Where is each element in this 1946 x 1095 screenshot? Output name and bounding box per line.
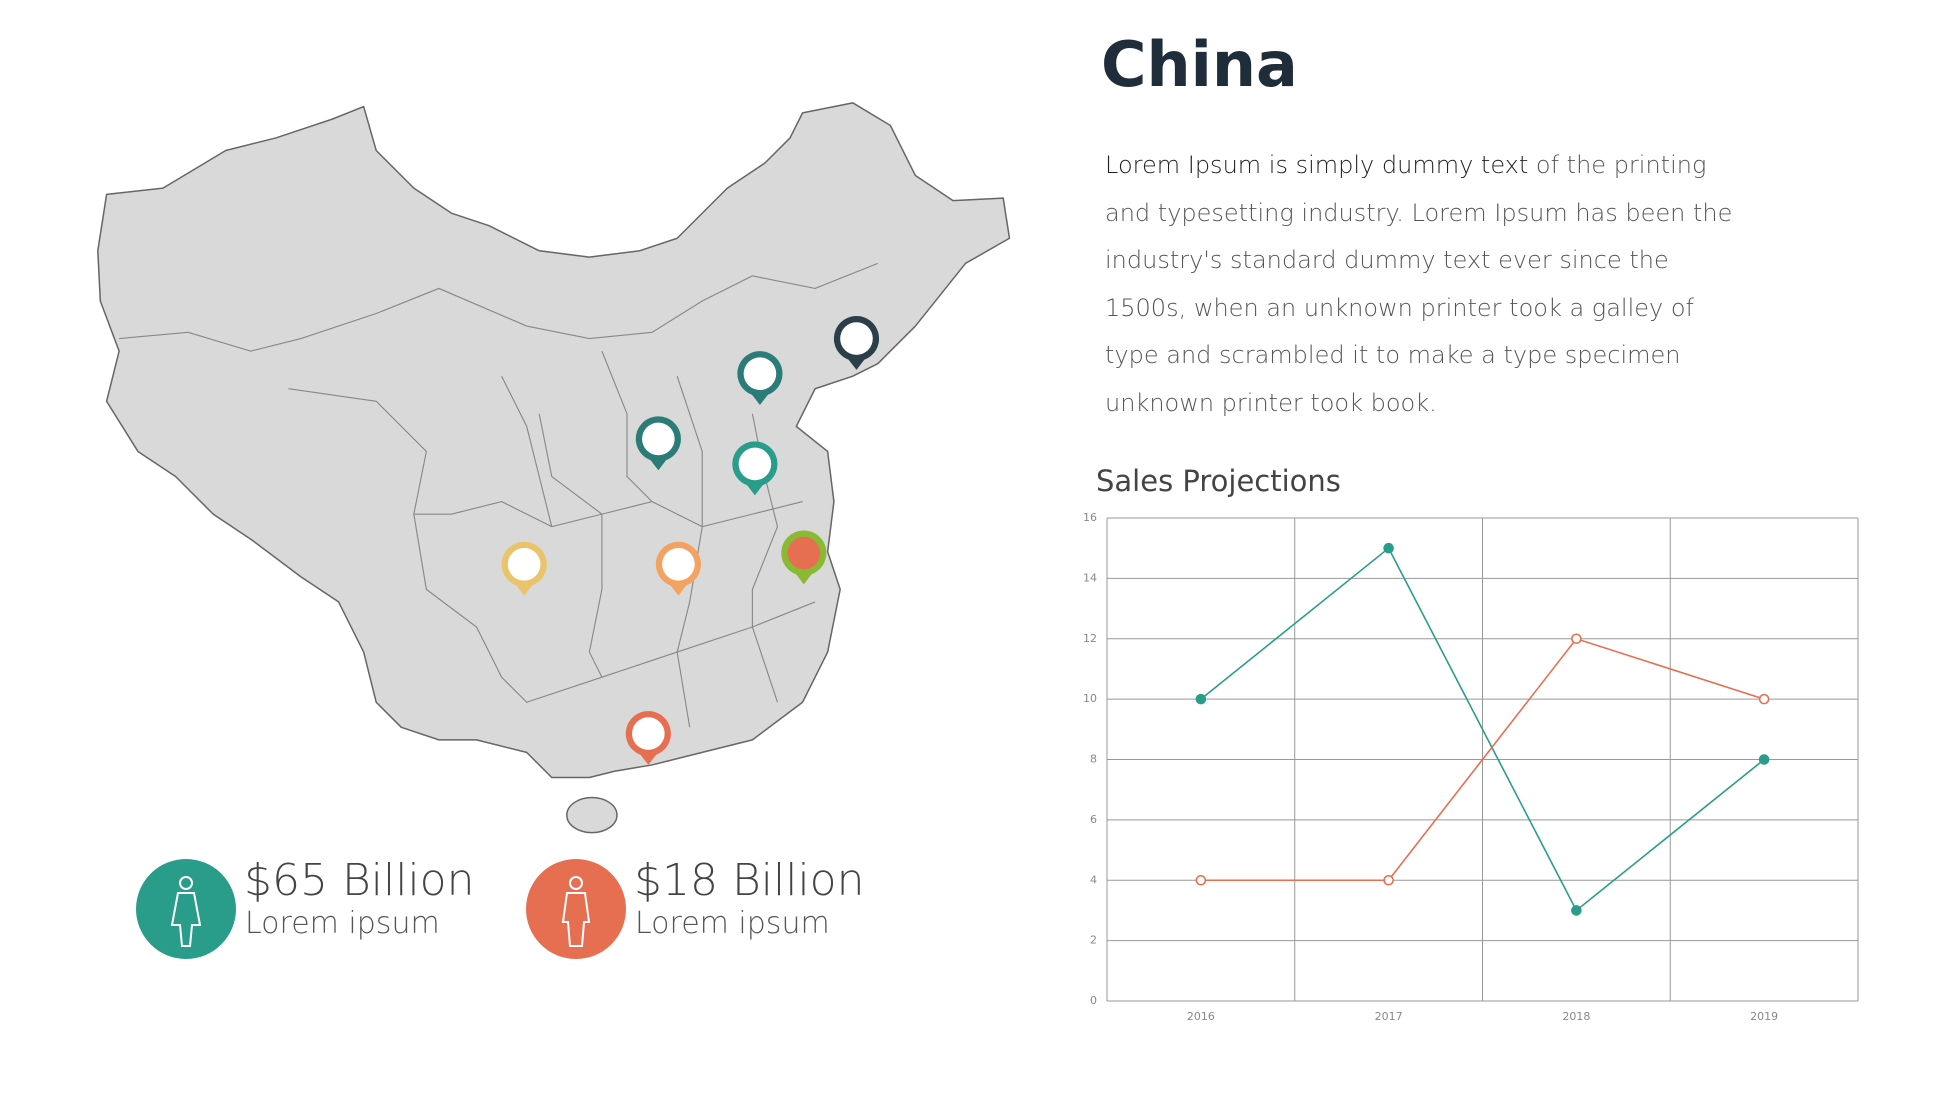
stat-value: $65 Billion bbox=[244, 855, 475, 906]
map-pin bbox=[655, 541, 701, 596]
body-text: Lorem Ipsum is simply dummy text of the … bbox=[1105, 142, 1745, 427]
stat-value: $18 Billion bbox=[634, 855, 865, 906]
body-lead: Lorem Ipsum is simply dummy text bbox=[1105, 151, 1529, 179]
map-pin bbox=[833, 316, 880, 370]
body-rest: of the printing and typesetting industry… bbox=[1105, 151, 1733, 417]
person-icon bbox=[561, 876, 591, 947]
hainan bbox=[566, 796, 618, 834]
person-icon bbox=[170, 876, 202, 947]
stat-icon bbox=[526, 859, 626, 959]
page-title: China bbox=[1101, 28, 1298, 101]
stat-icon bbox=[136, 859, 236, 959]
map-pin bbox=[781, 530, 827, 585]
stat-label: Lorem ipsum bbox=[245, 906, 440, 941]
map-pin bbox=[501, 541, 547, 596]
map-pin bbox=[737, 351, 783, 406]
stat-circle bbox=[526, 859, 626, 959]
china-map bbox=[97, 102, 1011, 834]
map-pin bbox=[635, 416, 681, 471]
map-pin bbox=[625, 711, 671, 765]
map-pin bbox=[732, 441, 778, 496]
china-outline bbox=[97, 102, 1011, 779]
stat-label: Lorem ipsum bbox=[635, 906, 830, 941]
stat-circle bbox=[136, 859, 236, 959]
map-pins bbox=[501, 316, 880, 765]
